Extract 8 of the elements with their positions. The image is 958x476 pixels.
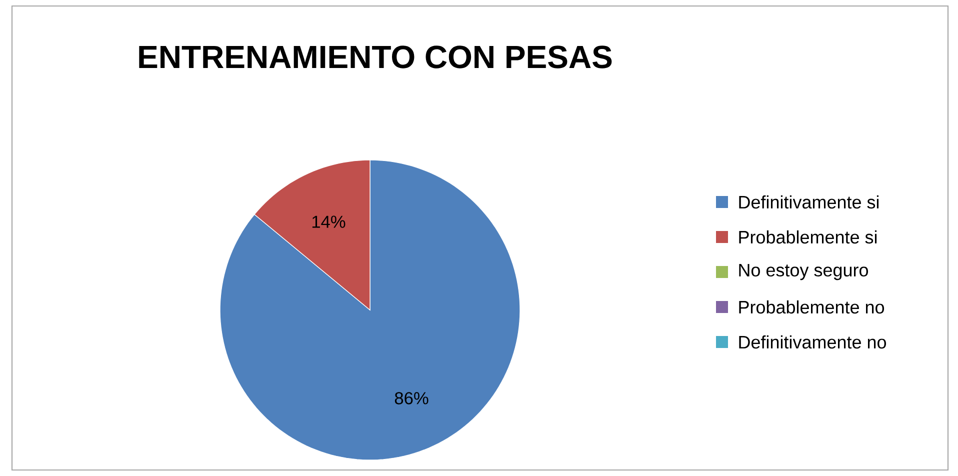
legend-label: Probablemente si [739,230,877,244]
legend-label: Probablemente no [739,300,884,314]
legend-label: Definitivamente no [739,335,886,349]
data-label: 86% [394,392,428,404]
legend-label: Definitivamente si [739,195,879,209]
data-label: 14% [312,216,346,228]
legend-label: No estoy seguro [739,264,868,280]
chart-title: ENTRENAMIENTO CON PESAS [139,46,612,68]
